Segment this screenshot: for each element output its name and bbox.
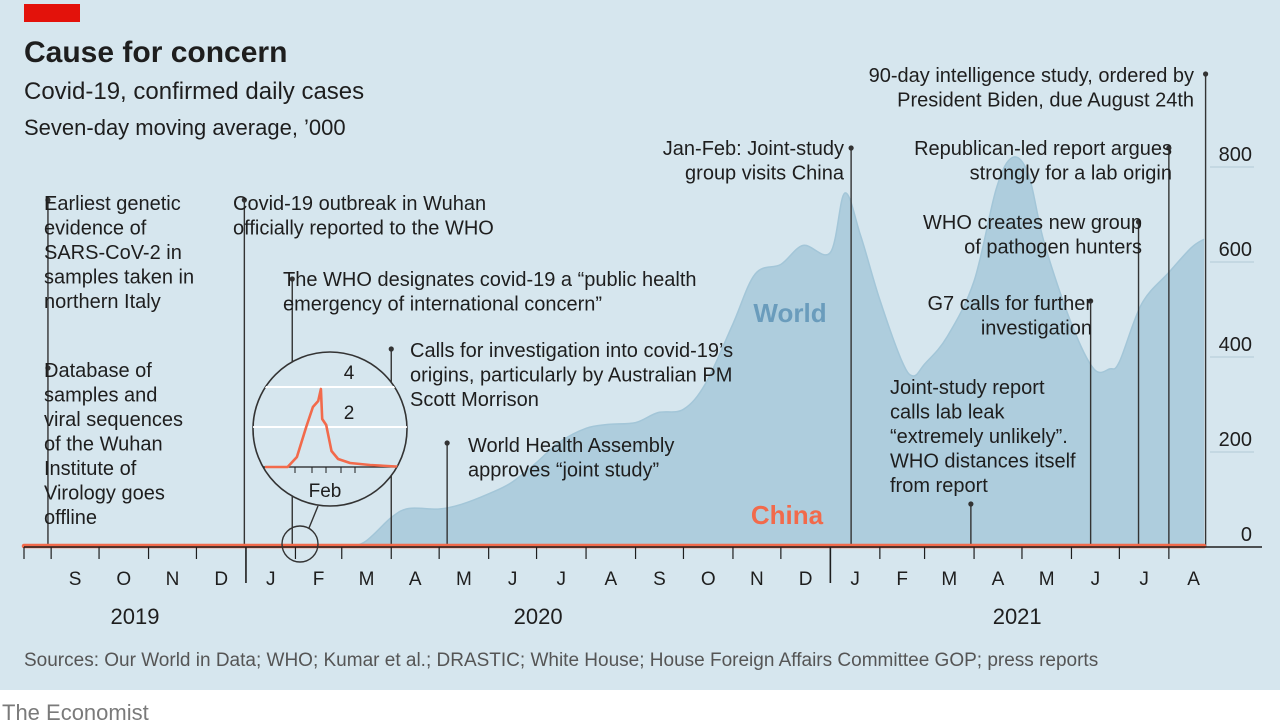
y-tick-label: 400 (1219, 334, 1252, 356)
x-tick-label: S (653, 569, 666, 590)
annotation-text: viral sequences (44, 409, 183, 431)
x-year-label: 2020 (514, 604, 563, 629)
y-tick-label: 800 (1219, 144, 1252, 166)
annotation-text: samples taken in (44, 267, 194, 289)
x-tick-label: J (850, 569, 860, 590)
x-tick-label: J (1091, 569, 1101, 590)
inset-x-label: Feb (309, 481, 342, 502)
x-tick-label: J (266, 569, 276, 590)
annotation-text: Institute of (44, 458, 137, 480)
x-tick-label: N (750, 569, 764, 590)
x-tick-label: S (69, 569, 82, 590)
x-year-label: 2021 (993, 604, 1042, 629)
x-tick-label: O (116, 569, 131, 590)
annotation-text: from report (890, 475, 988, 497)
annotation-text: of pathogen hunters (964, 237, 1142, 259)
annotation-text: Database of (44, 360, 152, 382)
annotation-dot (849, 145, 854, 150)
x-tick-label: F (313, 569, 325, 590)
x-tick-label: N (166, 569, 180, 590)
x-tick-label: D (214, 569, 228, 590)
x-tick-label: F (896, 569, 908, 590)
annotation-text: approves “joint study” (468, 460, 659, 482)
annotation-text: WHO creates new group (923, 212, 1142, 234)
x-tick-label: A (992, 569, 1005, 590)
brand-red-bar (24, 4, 80, 22)
annotation-text: northern Italy (44, 291, 161, 313)
source-note: Sources: Our World in Data; WHO; Kumar e… (24, 650, 1098, 671)
x-tick-label: A (1187, 569, 1200, 590)
annotation-dot (968, 501, 973, 506)
annotation-text: emergency of international concern” (283, 294, 602, 316)
annotation-text: investigation (981, 318, 1092, 340)
annotation-text: of the Wuhan (44, 434, 163, 456)
annotation-text: officially reported to the WHO (233, 218, 494, 240)
y-tick-label: 200 (1219, 429, 1252, 451)
annotation-dot (445, 440, 450, 445)
x-tick-label: A (604, 569, 617, 590)
annotation-text: Covid-19 outbreak in Wuhan (233, 193, 486, 215)
x-tick-label: M (359, 569, 375, 590)
annotation-text: calls lab leak (890, 402, 1006, 424)
chart-title: Cause for concern (24, 36, 287, 69)
x-tick-label: J (1139, 569, 1149, 590)
annotation-dot (1203, 71, 1208, 76)
annotation-text: Virology goes (44, 483, 165, 505)
y-tick-label: 0 (1241, 524, 1252, 546)
annotation-text: WHO distances itself (890, 451, 1076, 473)
annotation-text: group visits China (685, 163, 845, 185)
annotation-text: Jan-Feb: Joint-study (663, 138, 844, 160)
annotation-text: The WHO designates covid-19 a “public he… (283, 269, 697, 291)
annotation-text: World Health Assembly (468, 435, 674, 457)
x-tick-label: O (701, 569, 716, 590)
annotation-text: strongly for a lab origin (970, 163, 1172, 185)
x-tick-label: M (1039, 569, 1055, 590)
annotation-dot (389, 346, 394, 351)
x-tick-label: J (508, 569, 518, 590)
series-label-china: China (751, 500, 824, 530)
x-year-label: 2019 (110, 604, 159, 629)
annotation-text: President Biden, due August 24th (897, 90, 1194, 112)
annotation-text: “extremely unlikely”. (890, 426, 1068, 448)
x-tick-label: A (409, 569, 422, 590)
annotation-text: Scott Morrison (410, 389, 539, 411)
annotation-text: Republican-led report argues (914, 138, 1172, 160)
chart-subtitle: Covid-19, confirmed daily cases (24, 78, 364, 105)
y-tick-label: 600 (1219, 239, 1252, 261)
x-tick-label: D (799, 569, 813, 590)
annotation-text: origins, particularly by Australian PM (410, 365, 732, 387)
annotation-text: Joint-study report (890, 377, 1045, 399)
series-label-world: World (753, 298, 826, 328)
annotation-text: 90-day intelligence study, ordered by (869, 65, 1194, 87)
x-tick-label: M (941, 569, 957, 590)
x-tick-label: M (456, 569, 472, 590)
annotation-text: G7 calls for further (927, 293, 1092, 315)
annotation-text: Calls for investigation into covid-19’s (410, 340, 733, 362)
inset-y-tick-label: 2 (344, 403, 355, 424)
annotation-text: offline (44, 507, 97, 529)
annotation-text: Earliest genetic (44, 193, 181, 215)
annotation-text: SARS-CoV-2 in (44, 242, 182, 264)
inset-y-tick-label: 4 (344, 363, 355, 384)
brand-logo-text: The Economist (2, 700, 149, 725)
chart-unit-note: Seven-day moving average, ’000 (24, 115, 346, 140)
annotation-text: samples and (44, 385, 157, 407)
x-tick-label: J (557, 569, 567, 590)
annotation-text: evidence of (44, 218, 147, 240)
